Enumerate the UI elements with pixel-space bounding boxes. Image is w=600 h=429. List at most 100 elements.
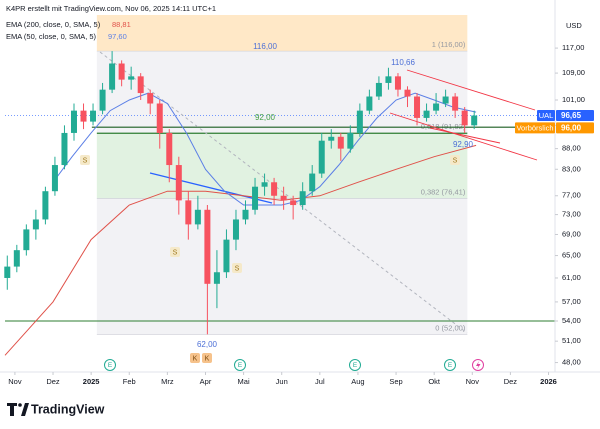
candle-body: [290, 200, 297, 206]
earnings-badge[interactable]: [349, 359, 361, 371]
candle-body: [433, 103, 440, 111]
symbol-box: [537, 110, 555, 122]
y-tick-label: 88,00: [562, 144, 581, 153]
event-markers: K K E E E E: [104, 353, 484, 371]
signal-label: S: [453, 157, 458, 164]
candle-body: [261, 182, 268, 187]
signal-badge: [170, 247, 180, 257]
plot-layer: [4, 51, 478, 356]
fib-zone: [96, 198, 468, 335]
x-tick-label: Nov: [466, 377, 480, 386]
channel-line: [406, 69, 536, 111]
candle-body: [394, 76, 401, 90]
candle-body: [80, 110, 87, 122]
candle-body: [356, 110, 363, 133]
candle-body: [309, 173, 316, 192]
legend-value: 97,60: [108, 32, 127, 41]
x-tick-label: Mai: [238, 377, 250, 386]
candle-body: [128, 76, 135, 80]
candle-body: [70, 110, 77, 133]
candle-body: [232, 219, 239, 240]
fib-label: 0,382 (76,41): [421, 187, 466, 196]
annotation: 110,66: [391, 58, 415, 67]
candle-body: [185, 200, 192, 225]
candle-body: [414, 96, 421, 118]
candle-body: [442, 96, 449, 104]
candle-body: [61, 132, 68, 166]
candle-body: [452, 96, 459, 111]
candle-body: [299, 191, 306, 206]
candle-body: [147, 93, 154, 104]
candle-body: [404, 89, 411, 97]
x-tick-label: Aug: [351, 377, 364, 386]
logo-mark: [18, 403, 22, 407]
candle-body: [385, 76, 392, 83]
candle-body: [109, 63, 116, 90]
candle-body: [366, 96, 373, 111]
x-tick-label: 2025: [83, 377, 100, 386]
x-tick-label: Apr: [200, 377, 212, 386]
earnings-badge[interactable]: [444, 359, 456, 371]
candle-body: [318, 140, 325, 174]
earnings-label: E: [448, 362, 453, 369]
event-label: K: [193, 355, 198, 362]
earnings-label: E: [353, 362, 358, 369]
candle-body: [137, 76, 144, 94]
candle-body: [156, 103, 163, 133]
earnings-badge[interactable]: [104, 359, 116, 371]
symbol-box-label: Vorbörslich: [516, 123, 553, 132]
logo-mark: [7, 403, 17, 416]
ema-line: [4, 144, 477, 356]
ema-line: [52, 92, 477, 206]
y-tick-label: 51,00: [562, 336, 581, 345]
x-tick-label: Dez: [504, 377, 518, 386]
candle-body: [23, 229, 30, 251]
annotation: 62,00: [197, 340, 218, 349]
y-tick-label: 69,00: [562, 229, 581, 238]
y-tick-label: 117,00: [562, 43, 584, 52]
x-tick-label: Mrz: [161, 377, 174, 386]
price-box: [556, 122, 594, 134]
y-tick-label: 101,00: [562, 95, 585, 104]
annotation: 92,90: [453, 140, 474, 149]
candle-body: [337, 136, 344, 149]
signal-badge: [80, 155, 90, 165]
candle-body: [328, 136, 335, 141]
candle-body: [4, 266, 11, 278]
symbol-box: [515, 122, 555, 134]
candle-body: [347, 132, 354, 149]
annotation: 92,00: [255, 113, 276, 122]
legend-label: EMA (50, close, 0, SMA, 5): [6, 32, 97, 41]
signal-label: S: [235, 265, 240, 272]
y-tick-label: 48,00: [562, 358, 581, 367]
fib-zone: [96, 15, 468, 52]
x-tick-label: Sep: [389, 377, 402, 386]
candle-body: [13, 250, 20, 267]
legend-value: 88,81: [112, 20, 131, 29]
x-tick-label: Dez: [46, 377, 60, 386]
trend-line: [149, 172, 273, 204]
candle-body: [99, 89, 106, 111]
x-tick-label: Feb: [123, 377, 136, 386]
legend-label: EMA (200, close, 0, SMA, 5): [6, 20, 101, 29]
x-tick-label: Jun: [276, 377, 288, 386]
y-tick-label: 65,00: [562, 251, 581, 260]
candle-body: [51, 165, 58, 192]
earnings-badge[interactable]: [234, 359, 246, 371]
signal-label: S: [173, 249, 178, 256]
candle-body: [280, 195, 287, 201]
y-tick-label: 77,00: [562, 191, 581, 200]
x-tick-label: Okt: [428, 377, 441, 386]
y-tick-label: 83,00: [562, 164, 581, 173]
y-tick-label: 61,00: [562, 273, 581, 282]
candle-body: [213, 272, 220, 284]
x-tick-label: Jul: [315, 377, 325, 386]
fib-label: 1 (116,00): [432, 40, 466, 49]
lightning-icon: [476, 361, 481, 370]
y-tick-label: 109,00: [562, 68, 585, 77]
footer-text: TradingView: [31, 402, 105, 416]
event-badge: [190, 353, 200, 363]
price-box-label: 96,00: [561, 124, 582, 133]
candle-body: [461, 110, 468, 126]
